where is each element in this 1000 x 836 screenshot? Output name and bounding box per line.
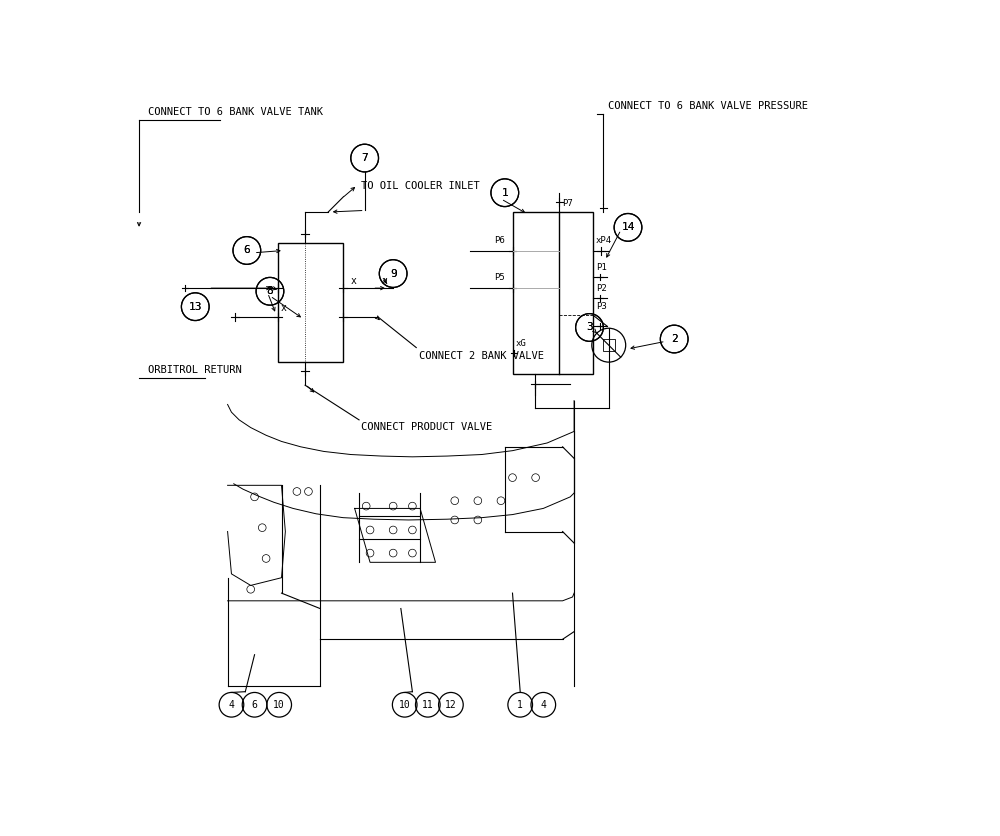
Text: 9: 9 [390,268,397,278]
Text: 6: 6 [243,246,250,256]
Text: 4: 4 [540,700,546,710]
Text: 6: 6 [252,700,257,710]
Text: 8: 8 [267,286,273,296]
Text: 12: 12 [445,700,457,710]
Text: 1: 1 [501,188,508,198]
Text: 7: 7 [361,153,368,163]
Text: 10: 10 [273,700,285,710]
Text: P1: P1 [596,263,606,272]
Bar [512,212,593,374]
Text: 10: 10 [399,700,411,710]
Text: TO OIL COOLER INLET: TO OIL COOLER INLET [361,181,479,191]
Text: 14: 14 [621,222,635,232]
Text: CONNECT TO 6 BANK VALVE TANK: CONNECT TO 6 BANK VALVE TANK [148,107,323,117]
Text: 14: 14 [621,222,635,232]
Text: CONNECT 2 BANK VALVE: CONNECT 2 BANK VALVE [419,350,544,360]
Text: 9: 9 [390,268,397,278]
Text: P5: P5 [494,273,505,283]
Text: 6: 6 [243,246,250,256]
Text: CONNECT TO 6 BANK VALVE PRESSURE: CONNECT TO 6 BANK VALVE PRESSURE [608,101,808,111]
Text: ORBITROL RETURN: ORBITROL RETURN [148,365,241,375]
Text: CONNECT PRODUCT VALVE: CONNECT PRODUCT VALVE [361,422,493,432]
Text: 1: 1 [517,700,523,710]
Text: P3: P3 [596,302,606,310]
Text: 2: 2 [671,334,678,344]
Text: x: x [351,276,357,286]
Text: 7: 7 [361,153,368,163]
Text: P2: P2 [596,283,606,293]
Text: xG: xG [516,339,526,349]
Text: xP4: xP4 [596,236,612,245]
Text: 13: 13 [189,302,202,312]
Text: 1: 1 [501,188,508,198]
Text: P7: P7 [562,199,573,208]
Text: 3: 3 [586,323,593,333]
Text: 2: 2 [671,334,678,344]
Text: x: x [281,303,287,314]
Text: 8: 8 [267,286,273,296]
Text: 4: 4 [229,700,234,710]
Text: P6: P6 [494,236,505,245]
Text: 13: 13 [189,302,202,312]
Text: 3: 3 [586,323,593,333]
Bar [278,242,343,362]
Text: 11: 11 [422,700,434,710]
Bar [603,339,615,351]
Text: x: x [382,276,387,286]
